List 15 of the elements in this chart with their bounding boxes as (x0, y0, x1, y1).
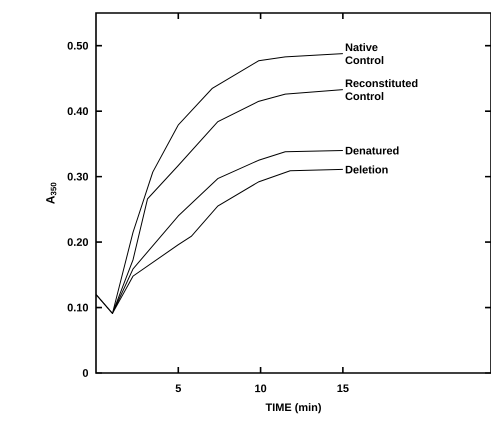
series-label: Reconstituted Control (346, 79, 418, 100)
series-label: Native Control (346, 43, 384, 64)
y-axis-title: A$_{350}$ (46, 182, 56, 204)
y-tick-label: 0 (82, 369, 88, 377)
series-label: Deletion (346, 165, 388, 174)
x-tick-label: 10 (255, 384, 266, 392)
y-tick-label: 0.30 (68, 172, 88, 181)
y-tick-label: 0.50 (68, 42, 88, 50)
x-tick-label: 15 (337, 384, 349, 392)
x-axis-title: TIME (min) (266, 403, 321, 414)
y-tick-label: 0.10 (68, 304, 88, 312)
x-tick-label: 5 (176, 384, 182, 392)
y-tick-label: 0.40 (68, 107, 88, 116)
y-tick-label: 0.20 (68, 238, 88, 246)
series-label: Denatured (346, 146, 399, 154)
